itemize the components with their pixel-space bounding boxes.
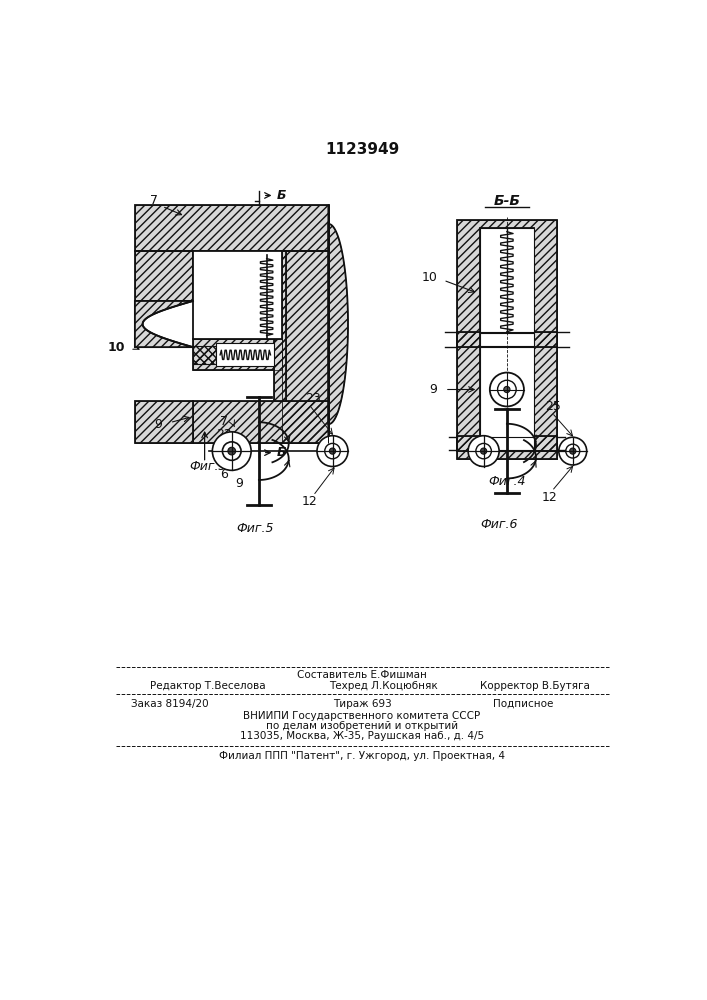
Text: 10: 10: [421, 271, 437, 284]
Polygon shape: [457, 436, 557, 451]
Polygon shape: [216, 343, 274, 366]
Text: 23: 23: [305, 392, 321, 405]
Circle shape: [329, 448, 336, 454]
Text: 10: 10: [107, 341, 125, 354]
Text: 113035, Москва, Ж-35, Раушская наб., д. 4/5: 113035, Москва, Ж-35, Раушская наб., д. …: [240, 731, 484, 741]
Circle shape: [223, 442, 241, 460]
Polygon shape: [480, 228, 534, 332]
Polygon shape: [457, 332, 557, 347]
Polygon shape: [135, 401, 193, 443]
Circle shape: [476, 443, 491, 459]
Text: 9: 9: [154, 418, 162, 431]
Text: 12: 12: [542, 491, 557, 504]
Circle shape: [498, 380, 516, 399]
Polygon shape: [193, 251, 282, 339]
Polygon shape: [193, 346, 216, 364]
Text: 7: 7: [220, 415, 228, 428]
Circle shape: [566, 444, 580, 458]
Text: Б-Б: Б-Б: [493, 194, 520, 208]
Text: 1123949: 1123949: [325, 142, 399, 157]
Text: Корректор В.Бутяга: Корректор В.Бутяга: [480, 681, 590, 691]
Polygon shape: [282, 251, 329, 443]
Polygon shape: [480, 333, 534, 346]
Text: Подписное: Подписное: [493, 699, 554, 709]
Text: Техред Л.Коцюбняк: Техред Л.Коцюбняк: [329, 681, 438, 691]
Text: 9: 9: [429, 383, 437, 396]
Text: 9: 9: [235, 477, 243, 490]
Text: 10: 10: [212, 287, 228, 300]
Polygon shape: [193, 339, 282, 370]
Text: 7: 7: [151, 194, 158, 207]
Text: Фиг.3: Фиг.3: [189, 460, 227, 473]
Text: 6: 6: [220, 468, 228, 481]
Circle shape: [325, 443, 340, 459]
Text: Редактор Т.Веселова: Редактор Т.Веселова: [151, 681, 266, 691]
Text: Заказ 8194/20: Заказ 8194/20: [131, 699, 209, 709]
Text: Составитель Е.Фишман: Составитель Е.Фишман: [297, 670, 427, 680]
Text: 22: 22: [216, 428, 232, 441]
Text: Тираж 693: Тираж 693: [332, 699, 392, 709]
Text: Филиал ППП "Патент", г. Ужгород, ул. Проектная, 4: Филиал ППП "Патент", г. Ужгород, ул. Про…: [219, 751, 505, 761]
Text: Фиг.4: Фиг.4: [488, 475, 525, 488]
Polygon shape: [329, 205, 348, 443]
Text: Фиг.5: Фиг.5: [236, 522, 274, 535]
Text: по делам изобретений и открытий: по делам изобретений и открытий: [266, 721, 458, 731]
Text: Б: Б: [276, 189, 286, 202]
Circle shape: [212, 432, 251, 470]
Text: Фиг.6: Фиг.6: [480, 518, 518, 531]
Polygon shape: [274, 251, 286, 401]
Polygon shape: [480, 228, 534, 451]
Polygon shape: [193, 401, 329, 443]
Circle shape: [228, 447, 235, 455]
Circle shape: [468, 436, 499, 466]
Circle shape: [504, 386, 510, 393]
Circle shape: [481, 448, 486, 454]
Circle shape: [317, 436, 348, 466]
Polygon shape: [457, 220, 557, 459]
Circle shape: [490, 373, 524, 406]
Polygon shape: [480, 347, 534, 451]
Text: 12: 12: [301, 495, 317, 508]
Polygon shape: [135, 205, 329, 251]
Polygon shape: [135, 251, 193, 301]
Polygon shape: [135, 301, 193, 347]
Polygon shape: [480, 437, 534, 450]
Text: ВНИИПИ Государственного комитета СССР: ВНИИПИ Государственного комитета СССР: [243, 711, 481, 721]
Text: Б: Б: [276, 446, 286, 459]
Circle shape: [570, 448, 575, 454]
Circle shape: [559, 437, 587, 465]
Text: 25: 25: [545, 400, 561, 413]
